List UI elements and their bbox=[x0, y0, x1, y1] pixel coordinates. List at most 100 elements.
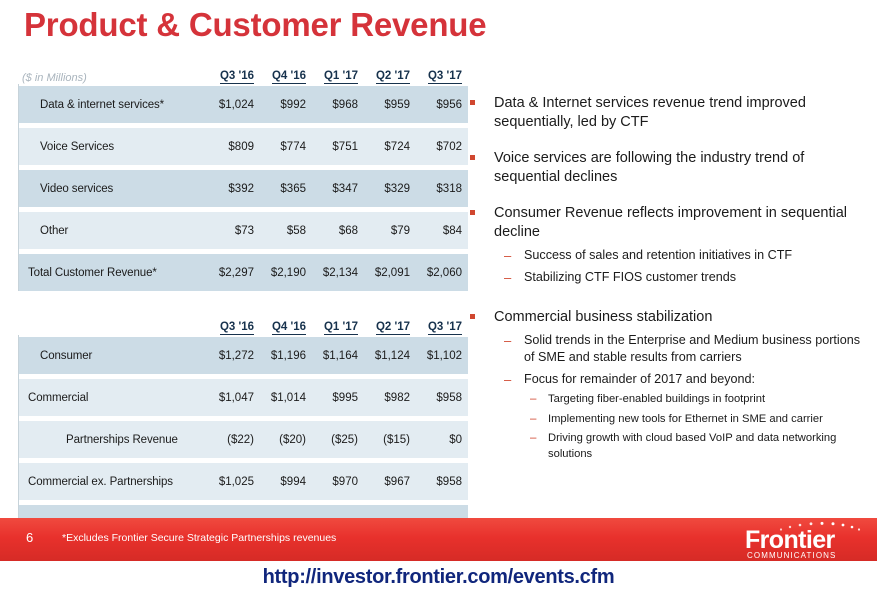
row-value: $347 bbox=[312, 170, 364, 207]
bullet-item: Consumer Revenue reflects improvement in… bbox=[468, 204, 868, 286]
row-value: $751 bbox=[312, 128, 364, 165]
row-value: $982 bbox=[364, 379, 416, 416]
row-label: Commercial bbox=[18, 379, 208, 416]
page-number: 6 bbox=[26, 530, 34, 545]
dash-bullet-icon: – bbox=[530, 393, 537, 405]
table-separator bbox=[18, 291, 468, 313]
row-value: $58 bbox=[260, 212, 312, 249]
sub-bullet-text: Focus for remainder of 2017 and beyond: bbox=[524, 372, 756, 386]
row-value: $968 bbox=[312, 86, 364, 123]
column-header-q2-17: Q2 '17 bbox=[375, 70, 410, 84]
square-bullet-icon bbox=[470, 155, 475, 160]
row-value: ($20) bbox=[260, 421, 312, 458]
sub-bullet-item: – Focus for remainder of 2017 and beyond… bbox=[494, 371, 868, 388]
row-value: $1,164 bbox=[312, 337, 364, 374]
row-value: $318 bbox=[416, 170, 468, 207]
bullet-item: Data & Internet services revenue trend i… bbox=[468, 94, 868, 132]
dash-bullet-icon: – bbox=[504, 333, 512, 348]
row-spacer bbox=[18, 207, 468, 212]
sub-bullet-item: – Success of sales and retention initiat… bbox=[494, 247, 868, 264]
dash-bullet-icon: – bbox=[530, 412, 537, 425]
row-value: $0 bbox=[416, 421, 468, 458]
row-label: Voice Services bbox=[18, 128, 208, 165]
row-value: $365 bbox=[260, 170, 312, 207]
sub-sub-bullet-text: Driving growth with cloud based VoIP and… bbox=[548, 432, 837, 460]
row-value: $1,024 bbox=[208, 86, 260, 123]
footer-bar: 6 *Excludes Frontier Secure Strategic Pa… bbox=[0, 518, 877, 561]
sub-sub-bullet-item: – Targeting fiber-enabled buildings in f… bbox=[494, 392, 868, 408]
sub-sub-bullet-item: – Driving growth with cloud based VoIP a… bbox=[494, 431, 868, 462]
square-bullet-icon bbox=[470, 314, 475, 319]
row-value: $1,102 bbox=[416, 337, 468, 374]
row-label: Partnerships Revenue bbox=[18, 421, 208, 458]
row-label: Consumer bbox=[18, 337, 208, 374]
investor-url[interactable]: http://investor.frontier.com/events.cfm bbox=[262, 566, 615, 588]
row-value: $392 bbox=[208, 170, 260, 207]
row-value: $958 bbox=[416, 379, 468, 416]
sub-bullet-item: – Solid trends in the Enterprise and Med… bbox=[494, 332, 868, 366]
table-row: Other $73 $58 $68 $79 $84 bbox=[18, 212, 468, 249]
row-label: Video services bbox=[18, 170, 208, 207]
row-label: Commercial ex. Partnerships bbox=[18, 463, 208, 500]
dash-bullet-icon: – bbox=[504, 372, 512, 387]
row-spacer bbox=[18, 416, 468, 421]
column-header-q3-17: Q3 '17 bbox=[427, 321, 462, 335]
row-value: $958 bbox=[416, 463, 468, 500]
table-row: Voice Services $809 $774 $751 $724 $702 bbox=[18, 128, 468, 165]
column-header-q4-16: Q4 '16 bbox=[271, 321, 306, 335]
table-row: Commercial $1,047 $1,014 $995 $982 $958 bbox=[18, 379, 468, 416]
column-header-q3-16: Q3 '16 bbox=[219, 321, 254, 335]
table-row-total: Total Customer Revenue* $2,297 $2,190 $2… bbox=[18, 254, 468, 291]
bullet-text: Commercial business stabilization bbox=[494, 309, 713, 325]
bullet-text: Data & Internet services revenue trend i… bbox=[494, 95, 806, 130]
page-title: Product & Customer Revenue bbox=[24, 6, 487, 43]
bullet-item: Commercial business stabilization – Soli… bbox=[468, 308, 868, 462]
row-value: $1,025 bbox=[208, 463, 260, 500]
row-value: $809 bbox=[208, 128, 260, 165]
row-value: $995 bbox=[312, 379, 364, 416]
row-value: $2,060 bbox=[416, 254, 468, 291]
table-row: Data & internet services* $1,024 $992 $9… bbox=[18, 86, 468, 123]
column-header-q3-17: Q3 '17 bbox=[427, 70, 462, 84]
bullet-text: Consumer Revenue reflects improvement in… bbox=[494, 205, 848, 240]
row-value: $1,014 bbox=[260, 379, 312, 416]
square-bullet-icon bbox=[470, 210, 475, 215]
row-value: $992 bbox=[260, 86, 312, 123]
row-value: $2,091 bbox=[364, 254, 416, 291]
column-header-q4-16: Q4 '16 bbox=[271, 70, 306, 84]
sub-sub-bullet-text: Targeting fiber-enabled buildings in foo… bbox=[548, 393, 766, 405]
row-value: $956 bbox=[416, 86, 468, 123]
row-label: Other bbox=[18, 212, 208, 249]
footnote-text: *Excludes Frontier Secure Strategic Part… bbox=[62, 532, 337, 544]
row-label: Total Customer Revenue* bbox=[18, 254, 208, 291]
row-value: $1,047 bbox=[208, 379, 260, 416]
row-value: $2,134 bbox=[312, 254, 364, 291]
column-header-q1-17: Q1 '17 bbox=[323, 70, 358, 84]
row-value: $1,124 bbox=[364, 337, 416, 374]
row-value: $79 bbox=[364, 212, 416, 249]
row-value: $329 bbox=[364, 170, 416, 207]
row-value: $994 bbox=[260, 463, 312, 500]
row-value: $774 bbox=[260, 128, 312, 165]
row-spacer bbox=[18, 500, 468, 505]
product-revenue-table: ($ in Millions) Q3 '16 Q4 '16 Q1 '17 Q2 … bbox=[18, 62, 468, 291]
customer-revenue-table-wrapper: Q3 '16 Q4 '16 Q1 '17 Q2 '17 Q3 '17 Consu… bbox=[18, 313, 468, 542]
bullet-item: Voice services are following the industr… bbox=[468, 149, 868, 187]
dash-bullet-icon: – bbox=[504, 270, 512, 285]
column-header-q1-17: Q1 '17 bbox=[323, 321, 358, 335]
customer-table-header-row: Q3 '16 Q4 '16 Q1 '17 Q2 '17 Q3 '17 bbox=[18, 313, 468, 337]
square-bullet-icon bbox=[470, 100, 475, 105]
dash-bullet-icon: – bbox=[504, 248, 512, 263]
sub-bullet-text: Solid trends in the Enterprise and Mediu… bbox=[524, 333, 861, 364]
tables-region: ($ in Millions) Q3 '16 Q4 '16 Q1 '17 Q2 … bbox=[18, 62, 468, 542]
row-spacer bbox=[18, 165, 468, 170]
row-value: $73 bbox=[208, 212, 260, 249]
bullet-text: Voice services are following the industr… bbox=[494, 150, 805, 185]
sub-sub-bullet-text: Implementing new tools for Ethernet in S… bbox=[548, 412, 823, 425]
row-value: $702 bbox=[416, 128, 468, 165]
sub-bullet-text: Stabilizing CTF FIOS customer trends bbox=[524, 270, 737, 284]
dash-bullet-icon: – bbox=[530, 432, 537, 444]
table-row: Video services $392 $365 $347 $329 $318 bbox=[18, 170, 468, 207]
column-header-q3-16: Q3 '16 bbox=[219, 70, 254, 84]
units-label: ($ in Millions) bbox=[22, 72, 87, 84]
